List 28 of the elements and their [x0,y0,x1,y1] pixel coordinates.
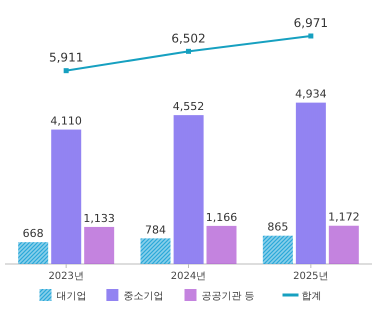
bar [84,226,114,264]
data-label: 4,934 [295,88,327,101]
data-label: 1,133 [83,212,115,225]
bar [328,226,359,264]
bar [51,130,82,264]
bar [206,226,236,264]
data-label: 1,172 [328,210,360,224]
data-label: 784 [145,223,166,236]
data-label: 4,552 [172,100,204,114]
legend-label: 대기업 [56,291,86,302]
x-tick-label: 2024년 [170,271,206,282]
bar [140,238,170,264]
bar [262,236,293,264]
data-label: 6,971 [294,16,328,30]
data-label: 865 [267,220,288,234]
data-label: 5,911 [48,50,84,65]
bar [174,115,204,264]
bar [296,102,326,264]
legend-label: 합계 [302,291,322,302]
data-label: 6,502 [171,31,206,46]
x-tick-label: 2025년 [293,271,329,282]
bar [18,242,48,264]
data-label: 668 [22,227,44,240]
legend-label: 공공기관 등 [202,291,255,302]
legend-label: 중소기업 [124,291,164,302]
data-label: 1,166 [206,210,238,224]
data-label: 4,110 [50,114,82,128]
x-tick-label: 2023년 [48,271,84,282]
